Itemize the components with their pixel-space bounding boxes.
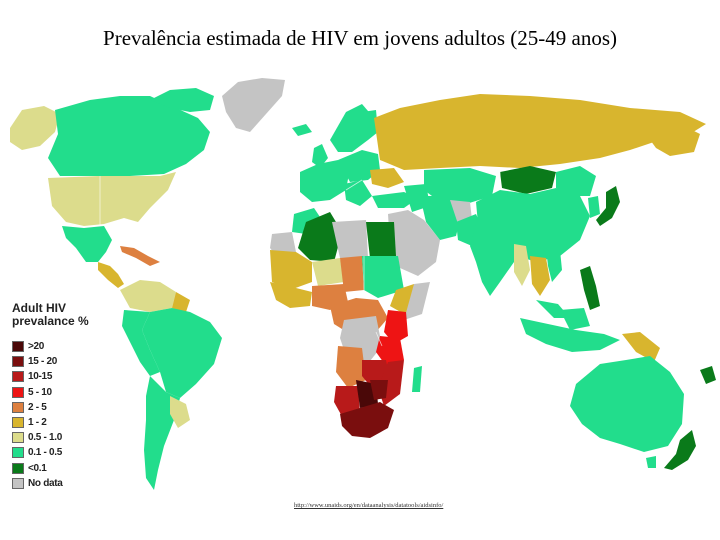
- region-mauritania-mali: [270, 250, 312, 290]
- region-russia-east: [640, 124, 700, 156]
- legend-item: 10-15: [12, 369, 102, 384]
- region-venezuela-colombia: [120, 280, 176, 312]
- region-canada: [48, 96, 210, 176]
- region-russia: [374, 94, 706, 170]
- region-pacific-islands: [700, 366, 716, 384]
- region-tasmania: [646, 456, 656, 468]
- legend-item: 2 - 5: [12, 400, 102, 415]
- region-canada-islands: [150, 88, 214, 112]
- legend-label: 0.5 - 1.0: [28, 432, 62, 444]
- region-south-africa: [340, 402, 394, 438]
- region-iceland: [292, 124, 312, 136]
- legend-title: Adult HIV prevalance %: [12, 301, 89, 328]
- legend-label: >20: [28, 341, 45, 353]
- legend-label: 2 - 5: [28, 401, 47, 413]
- legend-swatch: [12, 462, 24, 474]
- region-central-america: [98, 262, 124, 288]
- region-niger: [312, 258, 344, 286]
- map-legend: Adult HIV prevalance % >20 15 - 20 10-15 5 …: [12, 302, 102, 491]
- region-manchuria: [556, 166, 596, 196]
- region-brazil: [142, 308, 222, 398]
- legend-label: No data: [28, 477, 63, 489]
- region-turkey: [372, 192, 418, 208]
- region-guyana: [172, 292, 190, 312]
- region-egypt: [366, 222, 396, 258]
- region-ukraine: [370, 168, 404, 188]
- region-usa: [48, 172, 176, 226]
- region-iran: [420, 196, 462, 240]
- legend-swatch: [12, 371, 24, 383]
- legend-label: 5 - 10: [28, 386, 52, 398]
- region-uk: [312, 144, 328, 168]
- region-morocco: [292, 208, 322, 234]
- legend-label: 0.1 - 0.5: [28, 447, 62, 459]
- region-chad: [340, 256, 364, 292]
- legend-item: 1 - 2: [12, 415, 102, 430]
- legend-swatch: [12, 417, 24, 429]
- region-middle-east: [388, 210, 440, 276]
- region-myanmar: [514, 244, 530, 286]
- legend-item: 0.1 - 0.5: [12, 445, 102, 460]
- region-borneo: [560, 308, 590, 330]
- legend-item: 15 - 20: [12, 354, 102, 369]
- region-madagascar: [412, 366, 422, 392]
- region-libya: [332, 220, 368, 258]
- region-australia: [570, 356, 684, 452]
- region-papua: [622, 332, 660, 362]
- region-vietnam: [546, 248, 562, 282]
- region-sudan: [362, 256, 404, 298]
- region-indonesia: [520, 318, 620, 352]
- legend-item: 5 - 10: [12, 385, 102, 400]
- map-title: Prevalência estimada de HIV em jovens ad…: [103, 26, 617, 50]
- region-finland: [362, 110, 378, 140]
- legend-swatch: [12, 432, 24, 444]
- source-link[interactable]: http://www.unaids.org/en/dataanalysis/da…: [294, 502, 444, 509]
- legend-label: 1 - 2: [28, 417, 47, 429]
- legend-swatch: [12, 386, 24, 398]
- region-alaska: [10, 106, 60, 150]
- region-philippines: [580, 266, 600, 310]
- region-zimbabwe: [370, 380, 388, 400]
- region-central-europe: [338, 150, 380, 182]
- legend-label: 10-15: [28, 371, 53, 383]
- legend-item: <0.1: [12, 461, 102, 476]
- legend-swatch: [12, 477, 24, 489]
- legend-swatch: [12, 341, 24, 353]
- region-greenland: [222, 78, 285, 132]
- region-malaysia: [536, 300, 570, 318]
- legend-item: >20: [12, 339, 102, 354]
- region-korea: [588, 196, 600, 218]
- region-mongolia: [500, 166, 556, 194]
- region-west-europe: [300, 160, 350, 202]
- region-thailand: [530, 256, 550, 296]
- region-balkans: [344, 180, 372, 206]
- region-tanzania: [376, 336, 404, 366]
- legend-item: No data: [12, 476, 102, 491]
- legend-swatch: [12, 401, 24, 413]
- region-algeria: [298, 212, 342, 262]
- legend-item: 0.5 - 1.0: [12, 430, 102, 445]
- legend-swatch: [12, 447, 24, 459]
- region-west-africa-coast: [270, 282, 312, 308]
- region-india: [470, 224, 516, 296]
- region-peru-bolivia: [122, 310, 160, 376]
- legend-label: <0.1: [28, 462, 47, 474]
- region-new-zealand: [664, 430, 696, 470]
- region-kazakhstan: [424, 168, 496, 204]
- legend-label: 15 - 20: [28, 356, 58, 368]
- legend-swatch: [12, 356, 24, 368]
- region-caribbean: [120, 246, 160, 266]
- region-angola: [336, 346, 366, 388]
- region-paraguay-uruguay: [170, 396, 190, 428]
- region-kenya: [384, 310, 408, 344]
- region-somalia: [404, 282, 430, 320]
- region-japan: [596, 186, 620, 226]
- region-mexico: [62, 226, 112, 262]
- legend-items: >20 15 - 20 10-15 5 - 10 2 - 5 1 - 2 0.5 - 1.0…: [12, 339, 102, 491]
